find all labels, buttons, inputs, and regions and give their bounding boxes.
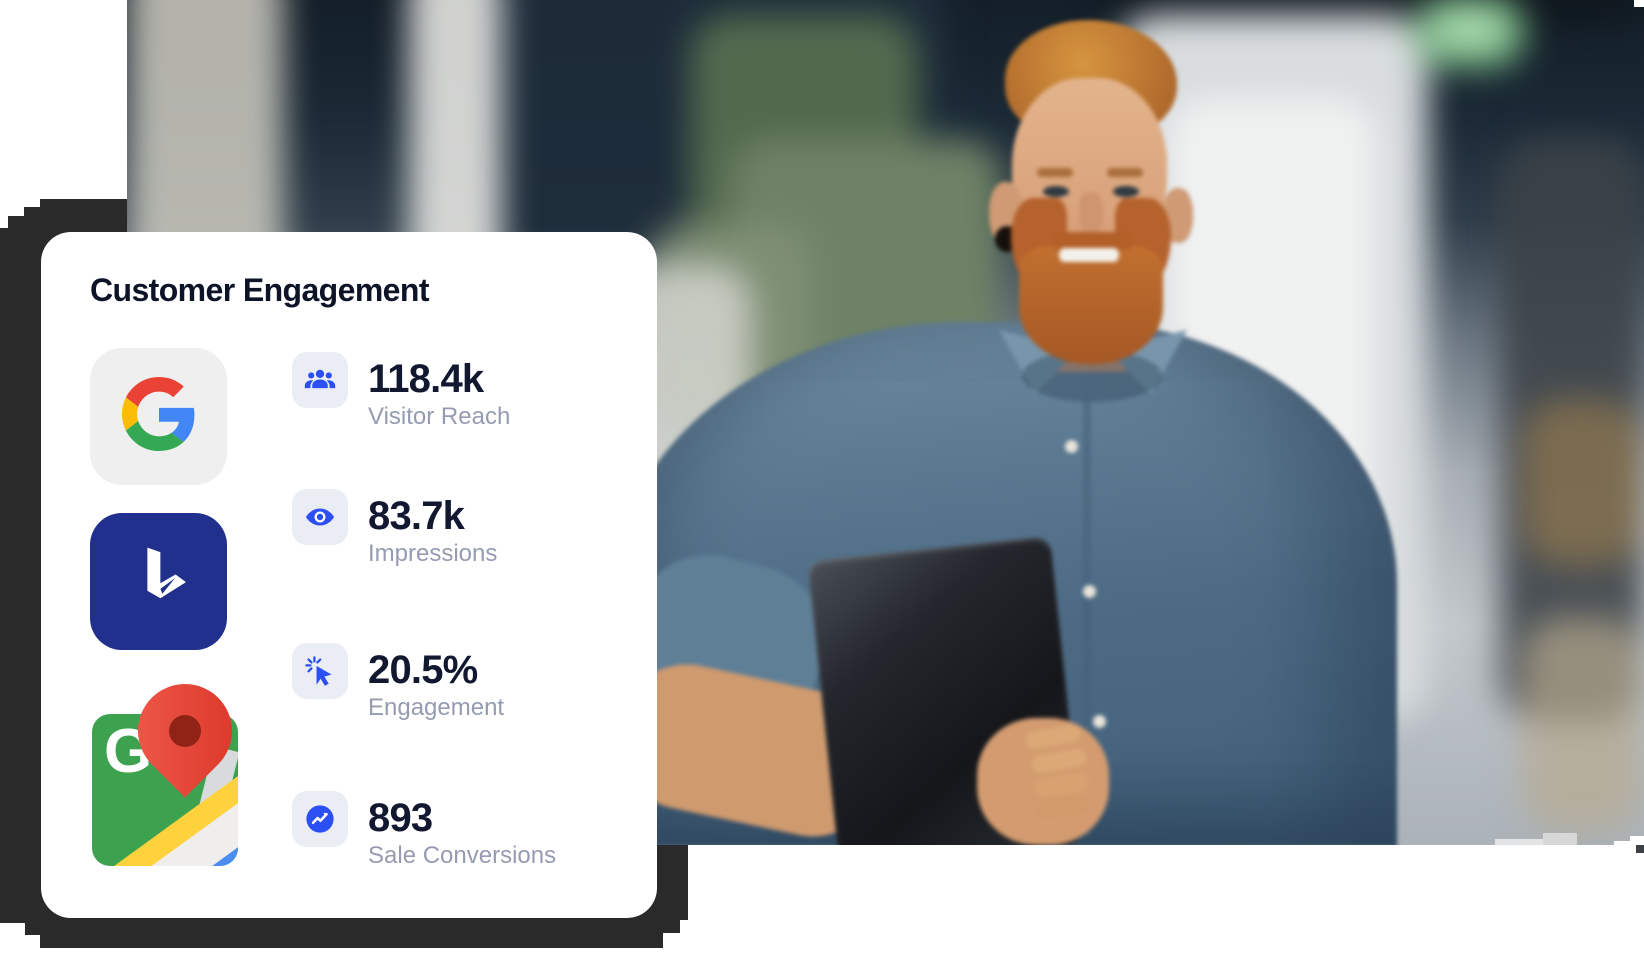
- shirt-button-1: [1065, 440, 1078, 453]
- photo-step-br-2: [1614, 841, 1630, 846]
- stat-row-impressions: 83.7k Impressions: [292, 489, 632, 601]
- google-maps-icon: G: [92, 714, 238, 866]
- photo-step-br-dark: [1636, 845, 1644, 853]
- photo-step-br-4: [1543, 833, 1577, 845]
- visitors-icon: [292, 352, 348, 408]
- google-logo-badge: [90, 348, 227, 485]
- engagement-card: Customer Engagement: [41, 232, 657, 918]
- eye-right: [1113, 186, 1139, 197]
- mustache: [1053, 232, 1133, 250]
- stat-value: 893: [368, 796, 433, 840]
- nose: [1079, 192, 1103, 234]
- bing-logo-icon: [118, 538, 200, 625]
- trend-arrow-icon: [292, 791, 348, 847]
- photo-blob-shelf: [1521, 399, 1644, 566]
- beard-chin: [1019, 246, 1163, 364]
- photo-step-tr: [1634, 0, 1644, 7]
- photo-blob-right-warm: [1521, 617, 1644, 831]
- stat-row-visitor-reach: 118.4k Visitor Reach: [292, 352, 632, 464]
- stat-text: 118.4k Visitor Reach: [368, 358, 510, 430]
- google-maps-badge: G: [91, 664, 252, 872]
- stat-row-engagement: 20.5% Engagement: [292, 643, 632, 755]
- stat-label: Sale Conversions: [368, 842, 557, 869]
- stat-label: Impressions: [368, 540, 498, 567]
- exit-sign-glow: [1433, 9, 1506, 51]
- eye-icon: [292, 489, 348, 545]
- card-title: Customer Engagement: [90, 272, 429, 308]
- man-portrait: [127, 0, 1644, 845]
- cursor-click-icon: [292, 643, 348, 699]
- shirt-placket: [1083, 396, 1091, 836]
- stat-label: Visitor Reach: [368, 403, 511, 430]
- stat-text: 893 Sale Conversions: [368, 797, 556, 869]
- stat-text: 20.5% Engagement: [368, 649, 504, 721]
- smile-teeth: [1059, 248, 1119, 262]
- hero-photo: [127, 0, 1644, 845]
- photo-step-br-1: [1630, 836, 1644, 846]
- shirt-button-2: [1083, 585, 1096, 598]
- photo-step-br-3: [1495, 839, 1543, 846]
- stat-value: 83.7k: [368, 494, 465, 538]
- bing-logo-badge: [90, 513, 227, 650]
- stat-text: 83.7k Impressions: [368, 495, 497, 567]
- stat-row-sale-conversions: 893 Sale Conversions: [292, 791, 632, 903]
- brow-left: [1037, 168, 1073, 177]
- shirt-button-3: [1093, 715, 1106, 728]
- google-logo-icon: [121, 377, 196, 456]
- stat-label: Engagement: [368, 694, 505, 721]
- stat-value: 20.5%: [368, 648, 478, 692]
- stat-value: 118.4k: [368, 357, 484, 401]
- map-pin-hole: [162, 708, 208, 754]
- brow-right: [1107, 168, 1143, 177]
- eye-left: [1043, 186, 1069, 197]
